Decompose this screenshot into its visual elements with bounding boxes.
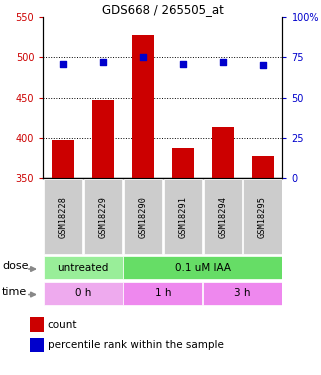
Bar xyxy=(204,179,242,254)
Bar xyxy=(30,338,44,352)
Text: GSM18228: GSM18228 xyxy=(59,196,68,238)
Text: 0 h: 0 h xyxy=(75,288,91,298)
Point xyxy=(220,59,225,65)
Bar xyxy=(252,156,273,178)
Bar xyxy=(164,179,202,254)
Text: untreated: untreated xyxy=(57,263,109,273)
Point xyxy=(61,61,66,67)
Text: GSM18229: GSM18229 xyxy=(99,196,108,238)
Text: dose: dose xyxy=(2,261,29,272)
Text: GSM18290: GSM18290 xyxy=(138,196,147,238)
Title: GDS668 / 265505_at: GDS668 / 265505_at xyxy=(102,3,224,16)
Bar xyxy=(124,282,202,305)
Bar xyxy=(212,128,234,178)
Text: 1 h: 1 h xyxy=(155,288,171,298)
Text: time: time xyxy=(2,287,27,297)
Bar xyxy=(44,179,82,254)
Bar xyxy=(132,35,154,178)
Bar xyxy=(92,100,114,178)
Bar xyxy=(30,318,44,332)
Bar xyxy=(44,256,123,279)
Bar xyxy=(84,179,122,254)
Text: count: count xyxy=(48,320,77,330)
Bar xyxy=(124,179,162,254)
Text: GSM18291: GSM18291 xyxy=(178,196,187,238)
Point xyxy=(180,61,186,67)
Bar xyxy=(243,179,282,254)
Bar xyxy=(172,148,194,178)
Bar xyxy=(44,282,123,305)
Text: 3 h: 3 h xyxy=(234,288,251,298)
Text: GSM18295: GSM18295 xyxy=(258,196,267,238)
Bar xyxy=(124,256,282,279)
Bar xyxy=(52,140,74,178)
Bar xyxy=(203,282,282,305)
Text: GSM18294: GSM18294 xyxy=(218,196,227,238)
Point xyxy=(140,54,145,60)
Text: 0.1 uM IAA: 0.1 uM IAA xyxy=(175,263,231,273)
Text: percentile rank within the sample: percentile rank within the sample xyxy=(48,340,223,350)
Point xyxy=(100,59,106,65)
Point xyxy=(260,62,265,68)
